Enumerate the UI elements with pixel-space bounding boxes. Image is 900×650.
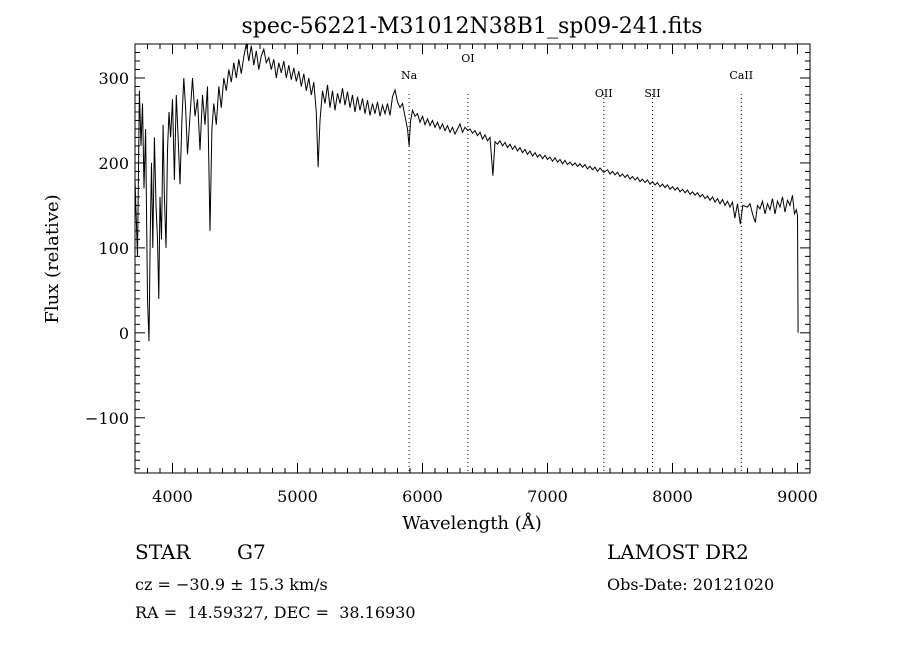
line-label-sii: SII	[644, 87, 660, 100]
line-label-caii: CaII	[729, 69, 753, 82]
line-markers	[408, 94, 742, 473]
x-tick-label: 5000	[277, 487, 318, 506]
x-axis-label: Wavelength (Å)	[402, 512, 542, 534]
y-axis-label: Flux (relative)	[42, 194, 63, 323]
x-tick-label: 4000	[152, 487, 193, 506]
x-tick-label: 8000	[652, 487, 693, 506]
y-tick-label: 0	[119, 324, 129, 343]
flux-series-line	[134, 43, 799, 342]
sky-coordinates: RA = 14.59327, DEC = 38.16930	[135, 603, 416, 622]
line-labels: Na OI OII SII CaII	[401, 52, 753, 100]
y-tick-label: 200	[98, 154, 129, 173]
y-tick-label: 300	[98, 69, 129, 88]
y-tick-label: −100	[85, 409, 129, 428]
survey-name: LAMOST DR2	[607, 540, 749, 564]
line-label-oi: OI	[461, 52, 474, 65]
axis-ticks	[134, 43, 811, 473]
x-tick-label: 9000	[777, 487, 818, 506]
axis-tick-labels: 4000 5000 6000 7000 8000 9000 −100 0 100 200 300	[85, 69, 818, 506]
plot-frame	[134, 43, 811, 474]
chart-title: spec-56221-M31012N38B1_sp09-241.fits	[241, 14, 702, 39]
observation-date: Obs-Date: 20121020	[607, 575, 775, 594]
line-label-na: Na	[401, 69, 418, 82]
x-tick-label: 7000	[527, 487, 568, 506]
line-label-oii: OII	[595, 87, 613, 100]
y-tick-label: 100	[98, 239, 129, 258]
redshift-velocity: cz = −30.9 ± 15.3 km/s	[135, 575, 328, 594]
x-tick-label: 6000	[402, 487, 443, 506]
object-subclass: G7	[237, 540, 266, 564]
object-type: STAR	[135, 540, 191, 564]
